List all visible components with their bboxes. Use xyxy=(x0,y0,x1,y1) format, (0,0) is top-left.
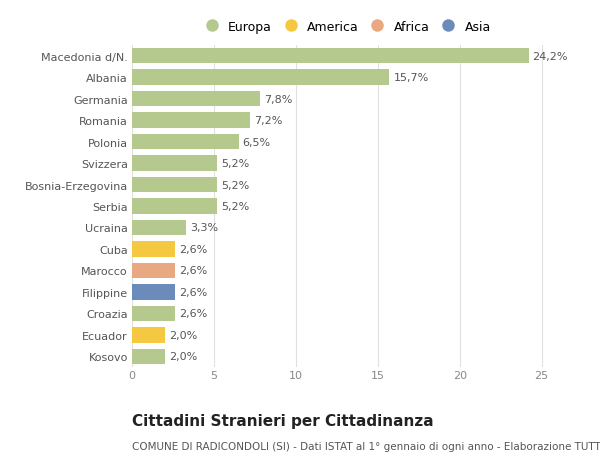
Bar xyxy=(132,199,217,214)
Text: 5,2%: 5,2% xyxy=(221,159,250,169)
Bar xyxy=(132,134,239,150)
Bar xyxy=(132,178,217,193)
Bar xyxy=(132,306,175,321)
Text: 2,6%: 2,6% xyxy=(179,266,207,276)
Bar xyxy=(132,349,165,364)
Bar xyxy=(132,113,250,129)
Text: 2,6%: 2,6% xyxy=(179,244,207,254)
Text: 7,2%: 7,2% xyxy=(254,116,283,126)
Bar xyxy=(132,263,175,279)
Text: 2,0%: 2,0% xyxy=(169,330,197,340)
Bar xyxy=(132,285,175,300)
Text: 6,5%: 6,5% xyxy=(242,137,271,147)
Bar xyxy=(132,327,165,343)
Text: 15,7%: 15,7% xyxy=(394,73,428,83)
Text: COMUNE DI RADICONDOLI (SI) - Dati ISTAT al 1° gennaio di ogni anno - Elaborazion: COMUNE DI RADICONDOLI (SI) - Dati ISTAT … xyxy=(132,441,600,451)
Text: 5,2%: 5,2% xyxy=(221,180,250,190)
Text: 2,6%: 2,6% xyxy=(179,308,207,319)
Bar xyxy=(132,70,389,86)
Text: 5,2%: 5,2% xyxy=(221,202,250,212)
Text: Cittadini Stranieri per Cittadinanza: Cittadini Stranieri per Cittadinanza xyxy=(132,413,434,428)
Text: 7,8%: 7,8% xyxy=(264,95,292,105)
Bar xyxy=(132,220,186,235)
Text: 2,6%: 2,6% xyxy=(179,287,207,297)
Legend: Europa, America, Africa, Asia: Europa, America, Africa, Asia xyxy=(196,17,494,37)
Text: 2,0%: 2,0% xyxy=(169,352,197,362)
Text: 3,3%: 3,3% xyxy=(190,223,218,233)
Bar xyxy=(132,49,529,64)
Bar xyxy=(132,242,175,257)
Text: 24,2%: 24,2% xyxy=(533,51,568,62)
Bar xyxy=(132,92,260,107)
Bar xyxy=(132,156,217,171)
